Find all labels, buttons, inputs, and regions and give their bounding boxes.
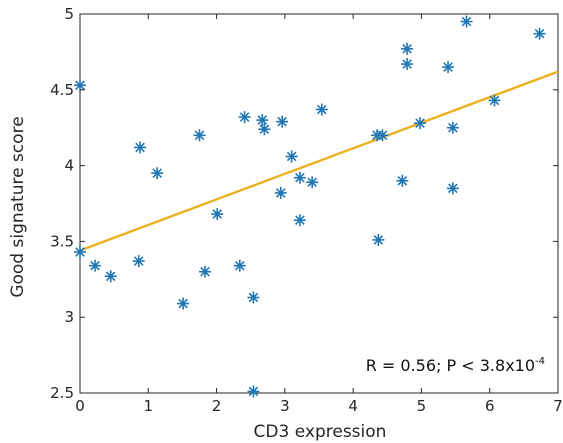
data-point — [233, 259, 246, 272]
x-axis-ticks: 0 1 2 3 4 5 6 7 — [75, 14, 563, 415]
data-point — [460, 15, 473, 28]
y-axis-title: Good signature score — [8, 116, 28, 297]
annotation-superscript: -4 — [535, 356, 545, 367]
y-tick-label-0: 2.5 — [50, 384, 74, 402]
data-point — [293, 214, 306, 227]
data-point — [276, 115, 289, 128]
annotation-text: R = 0.56; P < 3.8x10 — [366, 356, 535, 375]
data-point — [74, 79, 86, 92]
data-point — [104, 270, 117, 283]
x-tick-label-3: 3 — [280, 397, 290, 415]
data-point — [285, 150, 298, 163]
x-tick-label-1: 1 — [144, 397, 154, 415]
data-point — [274, 186, 287, 199]
data-point — [306, 176, 319, 189]
data-point — [256, 114, 269, 127]
data-point — [258, 123, 271, 136]
data-point — [376, 129, 389, 142]
x-tick-label-7: 7 — [553, 397, 563, 415]
x-tick-label-2: 2 — [212, 397, 222, 415]
x-tick-label-5: 5 — [417, 397, 427, 415]
data-point — [198, 265, 211, 278]
y-axis-ticks: 2.5 3 3.5 4 4.5 5 — [50, 5, 558, 402]
plot-area — [74, 13, 559, 398]
data-point — [315, 103, 328, 116]
regression-line — [79, 70, 559, 252]
y-tick-label-2: 3.5 — [50, 232, 74, 250]
data-point — [446, 121, 459, 134]
data-point — [151, 167, 164, 180]
y-tick-label-4: 4.5 — [50, 81, 74, 99]
data-point — [396, 174, 409, 187]
data-point — [414, 117, 427, 130]
data-point — [293, 171, 306, 184]
x-tick-label-0: 0 — [75, 397, 85, 415]
series-0 — [74, 15, 546, 398]
data-point — [488, 94, 501, 107]
data-point — [401, 42, 414, 55]
data-point — [134, 141, 147, 154]
data-point — [372, 233, 385, 246]
x-axis-title: CD3 expression — [254, 422, 387, 442]
data-point — [89, 259, 102, 272]
y-tick-label-1: 3 — [64, 308, 74, 326]
x-tick-label-6: 6 — [485, 397, 495, 415]
data-point — [74, 246, 86, 259]
data-point — [132, 255, 145, 268]
data-point — [211, 208, 224, 221]
data-point — [238, 111, 251, 124]
data-point — [247, 385, 260, 398]
y-tick-label-3: 4 — [64, 157, 74, 175]
data-point — [401, 58, 414, 71]
data-point — [446, 182, 459, 195]
x-tick-label-4: 4 — [348, 397, 358, 415]
data-point — [247, 291, 260, 304]
axes-box — [79, 13, 559, 394]
y-tick-label-5: 5 — [64, 5, 74, 23]
data-point — [177, 297, 190, 310]
data-point — [193, 129, 206, 142]
data-point — [442, 61, 455, 74]
correlation-annotation: R = 0.56; P < 3.8x10-4 — [366, 356, 545, 375]
data-point — [533, 27, 546, 40]
